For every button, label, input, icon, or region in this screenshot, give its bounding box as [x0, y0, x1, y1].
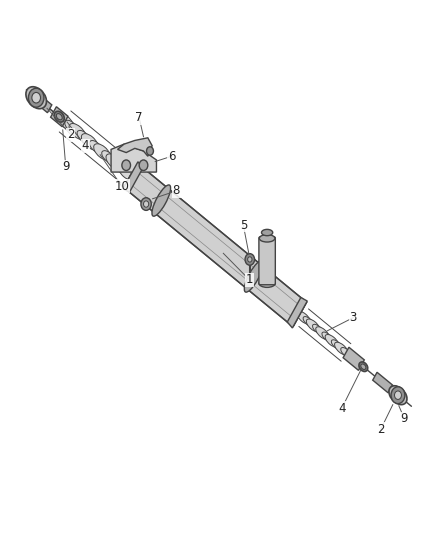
Polygon shape — [123, 162, 143, 192]
Ellipse shape — [306, 319, 320, 332]
Ellipse shape — [361, 364, 366, 369]
Ellipse shape — [389, 386, 407, 405]
Text: 2: 2 — [67, 128, 74, 141]
Text: 4: 4 — [81, 139, 89, 152]
Ellipse shape — [77, 131, 90, 143]
Polygon shape — [117, 138, 152, 156]
Ellipse shape — [65, 120, 78, 133]
Text: 5: 5 — [240, 219, 247, 232]
Ellipse shape — [259, 279, 276, 287]
Polygon shape — [373, 372, 392, 393]
Polygon shape — [51, 107, 68, 127]
Ellipse shape — [341, 348, 351, 358]
Polygon shape — [343, 347, 364, 370]
Text: 7: 7 — [135, 111, 143, 124]
Ellipse shape — [322, 332, 332, 342]
Polygon shape — [32, 92, 52, 113]
Polygon shape — [287, 297, 307, 328]
Ellipse shape — [152, 185, 171, 216]
FancyBboxPatch shape — [259, 237, 276, 285]
Text: 9: 9 — [401, 413, 408, 425]
Text: 6: 6 — [168, 150, 175, 163]
Text: 2: 2 — [377, 423, 385, 436]
Circle shape — [144, 201, 149, 207]
Circle shape — [139, 160, 148, 171]
Circle shape — [28, 88, 44, 107]
Ellipse shape — [303, 317, 314, 327]
Ellipse shape — [332, 340, 342, 350]
Ellipse shape — [57, 114, 62, 120]
Circle shape — [141, 198, 151, 211]
Ellipse shape — [54, 111, 64, 122]
Text: 10: 10 — [114, 180, 129, 193]
Text: 8: 8 — [173, 184, 180, 197]
Circle shape — [245, 254, 254, 265]
Circle shape — [395, 391, 401, 399]
Text: 4: 4 — [338, 402, 346, 415]
Text: 3: 3 — [350, 311, 357, 324]
Ellipse shape — [297, 311, 311, 324]
Circle shape — [247, 257, 252, 262]
Ellipse shape — [335, 342, 348, 355]
Ellipse shape — [57, 114, 74, 130]
Ellipse shape — [89, 141, 102, 153]
Ellipse shape — [69, 124, 86, 140]
Ellipse shape — [325, 335, 339, 348]
Ellipse shape — [244, 261, 263, 292]
Ellipse shape — [313, 324, 323, 334]
Circle shape — [122, 160, 131, 171]
Ellipse shape — [359, 362, 368, 372]
Ellipse shape — [261, 229, 273, 236]
Ellipse shape — [26, 87, 46, 109]
Ellipse shape — [114, 161, 127, 173]
Ellipse shape — [316, 327, 329, 340]
Ellipse shape — [259, 235, 275, 242]
Ellipse shape — [102, 151, 115, 163]
Circle shape — [391, 387, 405, 403]
Text: 1: 1 — [246, 273, 253, 286]
Ellipse shape — [118, 164, 135, 180]
Ellipse shape — [94, 144, 110, 160]
Ellipse shape — [106, 154, 123, 170]
Text: 9: 9 — [62, 160, 70, 173]
Polygon shape — [124, 163, 307, 327]
Circle shape — [32, 92, 40, 103]
Ellipse shape — [81, 134, 98, 150]
Circle shape — [147, 147, 153, 155]
Polygon shape — [111, 144, 156, 172]
